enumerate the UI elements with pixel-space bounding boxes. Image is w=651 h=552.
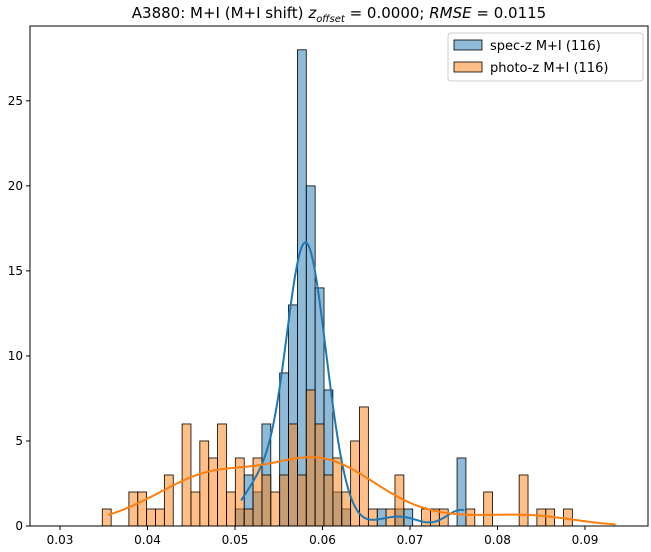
x-tick-label: 0.09 bbox=[572, 533, 599, 547]
x-tick-label: 0.05 bbox=[222, 533, 249, 547]
bar-photo-z-36 bbox=[421, 508, 431, 527]
x-tick-label: 0.04 bbox=[134, 533, 161, 547]
title-rmse: RMSE bbox=[429, 4, 472, 22]
bar-photo-z-26 bbox=[332, 457, 343, 527]
kde-curve-photo-z bbox=[107, 456, 616, 526]
bar-photo-z-20 bbox=[279, 474, 289, 527]
legend-label-spec-z: spec-z M+I (116) bbox=[490, 39, 601, 54]
bar-photo-z-52 bbox=[563, 508, 573, 527]
bar-photo-z-30 bbox=[367, 508, 378, 527]
legend-box bbox=[447, 32, 644, 82]
bar-photo-z-12 bbox=[208, 457, 218, 527]
bar-photo-z-25 bbox=[323, 474, 334, 527]
bar-photo-z-49 bbox=[536, 508, 547, 527]
bar-photo-z-6 bbox=[155, 508, 165, 527]
bar-photo-z-7 bbox=[163, 474, 174, 527]
y-tick-label: 10 bbox=[8, 349, 23, 363]
y-tick-label: 0 bbox=[15, 519, 23, 533]
axes: 0.03 0.04 0.05 0.06 0.07 0.08 0.09 0 5 10 15 20 25 bbox=[8, 94, 599, 547]
title-suffix: = 0.0115 bbox=[472, 4, 547, 22]
bar-photo-z-43 bbox=[483, 491, 493, 527]
bar-photo-z-14 bbox=[226, 491, 236, 527]
bar-photo-z-13 bbox=[217, 423, 227, 527]
y-tick-label: 20 bbox=[8, 179, 23, 193]
bar-photo-z-0 bbox=[101, 508, 112, 527]
chart-title: A3880: M+I (M+I shift) zoffset = 0.0000;… bbox=[132, 4, 546, 25]
x-tick-label: 0.08 bbox=[484, 533, 511, 547]
bar-spec-z-22 bbox=[297, 49, 307, 527]
x-tick-label: 0.07 bbox=[397, 533, 424, 547]
bar-photo-z-5 bbox=[146, 508, 156, 527]
bar-photo-z-9 bbox=[181, 423, 192, 527]
bar-photo-z-29 bbox=[359, 406, 369, 527]
bar-photo-z-47 bbox=[518, 474, 529, 527]
title-mid: = 0.0000; bbox=[345, 4, 429, 22]
bar-photo-z-4 bbox=[137, 491, 148, 527]
title-z-sub: offset bbox=[316, 14, 346, 25]
legend: spec-z M+I (116) photo-z M+I (116) bbox=[447, 32, 644, 82]
x-tick-label: 0.06 bbox=[309, 533, 336, 547]
plot-frame bbox=[29, 25, 649, 527]
title-prefix: A3880: M+I (M+I shift) bbox=[132, 4, 309, 22]
bar-photo-z-19 bbox=[270, 491, 281, 527]
legend-swatch-spec-z bbox=[453, 39, 483, 51]
y-tick-label: 25 bbox=[8, 94, 23, 108]
bar-photo-z-33 bbox=[394, 474, 405, 527]
bar-photo-z-3 bbox=[128, 491, 139, 527]
bar-spec-z-40 bbox=[456, 457, 467, 527]
bar-photo-z-27 bbox=[341, 491, 352, 527]
y-tick-label: 5 bbox=[15, 434, 23, 448]
title-z: z bbox=[307, 4, 317, 22]
legend-swatch-photo-z bbox=[453, 61, 483, 73]
y-tick-label: 15 bbox=[8, 264, 23, 278]
bar-photo-z-18 bbox=[261, 474, 272, 527]
kde-layer bbox=[107, 241, 616, 526]
kde-curve-spec-z bbox=[240, 241, 465, 524]
bar-photo-z-10 bbox=[190, 491, 201, 527]
bar-photo-z-11 bbox=[199, 440, 210, 527]
bar-photo-z-24 bbox=[314, 423, 325, 527]
bar-photo-z-21 bbox=[288, 423, 298, 527]
bar-photo-z-22 bbox=[297, 474, 307, 527]
legend-label-photo-z: photo-z M+I (116) bbox=[490, 61, 608, 76]
x-tick-label: 0.03 bbox=[47, 533, 74, 547]
bar-photo-z-41 bbox=[465, 508, 476, 527]
bars-layer bbox=[101, 49, 573, 527]
bar-photo-z-16 bbox=[243, 508, 254, 527]
